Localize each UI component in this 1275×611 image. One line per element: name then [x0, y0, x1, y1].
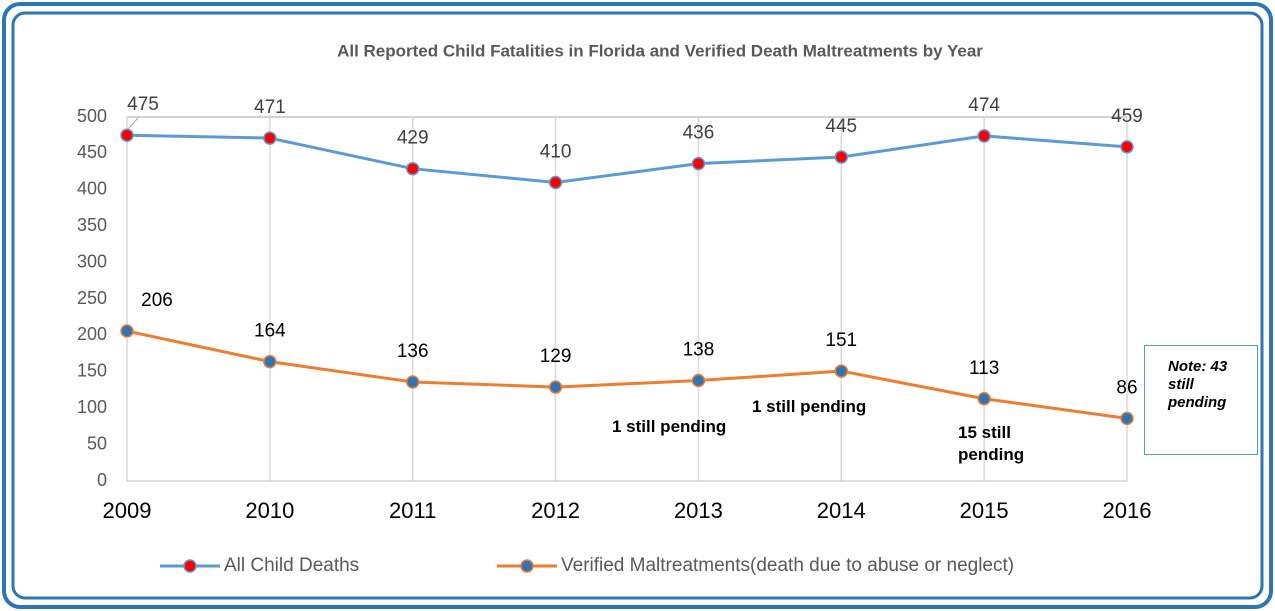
- leader: [127, 117, 139, 130]
- y-tick-label: 300: [77, 251, 107, 271]
- marker: [834, 364, 849, 378]
- data-label: 445: [825, 116, 857, 137]
- marker: [691, 373, 706, 388]
- y-tick-label: 50: [87, 433, 107, 453]
- data-label: 113: [969, 358, 999, 379]
- y-tick-label: 250: [77, 288, 107, 308]
- y-tick-label: 500: [77, 106, 107, 126]
- x-tick-label: 2010: [245, 498, 294, 523]
- x-tick-label: 2013: [674, 498, 723, 523]
- y-tick-label: 200: [77, 324, 107, 344]
- note-box: [1144, 345, 1258, 455]
- data-label: 474: [968, 95, 1000, 116]
- data-label: 410: [540, 142, 572, 163]
- note: Note: 43 still pending: [1168, 358, 1228, 411]
- marker: [1120, 140, 1134, 154]
- x-tick-label: 2009: [103, 498, 152, 523]
- data-label: 138: [683, 340, 715, 361]
- marker: [120, 128, 134, 142]
- marker: [977, 129, 991, 143]
- line: [126, 133, 1128, 185]
- data-label: 429: [397, 128, 429, 149]
- marker: [405, 375, 420, 389]
- annotation: 15 still pending: [958, 423, 1025, 464]
- data-label: 206: [141, 290, 173, 311]
- y-tick-label: 350: [77, 215, 107, 235]
- x-tick-label: 2012: [531, 498, 580, 523]
- marker: [834, 150, 849, 164]
- legend-label: All Child Deaths: [224, 555, 359, 576]
- y-tick-label: 150: [77, 361, 107, 381]
- y-tick-label: 100: [77, 397, 107, 417]
- legend-marker: [183, 559, 197, 573]
- data-label: 475: [127, 94, 159, 115]
- y-tick-label: 400: [77, 179, 107, 199]
- data-label: 129: [540, 346, 572, 367]
- marker: [405, 161, 420, 176]
- inner-border: [11, 11, 1264, 600]
- marker: [263, 354, 277, 369]
- data-label: 471: [254, 97, 286, 118]
- annotation: 1 still pending: [612, 417, 727, 436]
- data-label: 151: [825, 330, 857, 351]
- legend-marker: [520, 559, 534, 573]
- x-tick-label: 2015: [960, 498, 1009, 523]
- legend-label: Verified Maltreatments(death due to abus…: [561, 555, 1014, 576]
- marker: [691, 156, 706, 171]
- marker: [1120, 411, 1134, 426]
- data-label: 86: [1116, 377, 1137, 398]
- x-tick-label: 2016: [1103, 498, 1152, 523]
- data-label: 459: [1111, 106, 1143, 127]
- marker: [548, 380, 563, 394]
- marker: [548, 175, 563, 190]
- data-label: 136: [397, 341, 429, 362]
- marker: [263, 131, 277, 145]
- chart-title: All Reported Child Fatalities in Florida…: [337, 41, 983, 60]
- annotation: 1 still pending: [752, 397, 867, 416]
- data-label: 436: [683, 123, 715, 144]
- y-tick-label: 450: [77, 142, 107, 162]
- data-label: 164: [254, 321, 286, 342]
- x-tick-label: 2011: [389, 498, 436, 523]
- y-tick-label: 0: [97, 470, 107, 490]
- line: [126, 329, 1128, 420]
- marker: [120, 324, 134, 338]
- marker: [977, 391, 991, 406]
- x-tick-label: 2014: [817, 498, 866, 523]
